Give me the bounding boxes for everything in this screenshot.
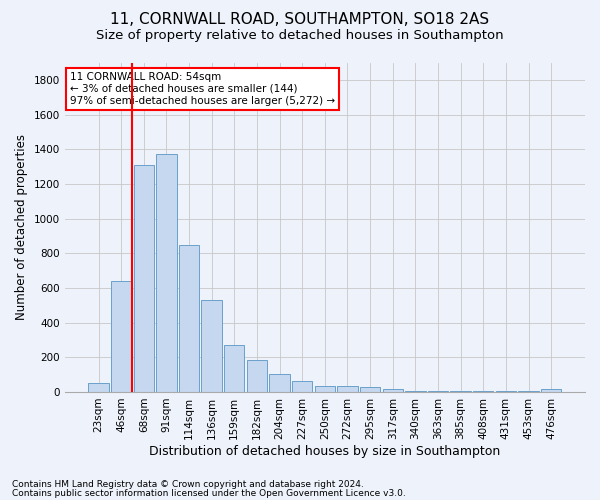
Bar [247, 360, 267, 392]
Bar [134, 165, 154, 392]
Bar [541, 390, 562, 392]
Bar [111, 281, 131, 392]
Bar [383, 390, 403, 392]
Text: Contains HM Land Registry data © Crown copyright and database right 2024.: Contains HM Land Registry data © Crown c… [12, 480, 364, 489]
Bar [451, 391, 471, 392]
Bar [202, 300, 222, 392]
Bar [473, 391, 493, 392]
Text: Contains public sector information licensed under the Open Government Licence v3: Contains public sector information licen… [12, 489, 406, 498]
Bar [88, 384, 109, 392]
Text: 11, CORNWALL ROAD, SOUTHAMPTON, SO18 2AS: 11, CORNWALL ROAD, SOUTHAMPTON, SO18 2AS [110, 12, 490, 28]
Bar [314, 386, 335, 392]
X-axis label: Distribution of detached houses by size in Southampton: Distribution of detached houses by size … [149, 444, 500, 458]
Bar [337, 386, 358, 392]
Bar [292, 381, 313, 392]
Bar [405, 391, 425, 392]
Bar [179, 246, 199, 392]
Y-axis label: Number of detached properties: Number of detached properties [15, 134, 28, 320]
Bar [269, 374, 290, 392]
Bar [518, 391, 539, 392]
Bar [360, 387, 380, 392]
Bar [496, 391, 516, 392]
Bar [224, 345, 244, 392]
Bar [156, 154, 176, 392]
Text: Size of property relative to detached houses in Southampton: Size of property relative to detached ho… [96, 29, 504, 42]
Bar [428, 391, 448, 392]
Text: 11 CORNWALL ROAD: 54sqm
← 3% of detached houses are smaller (144)
97% of semi-de: 11 CORNWALL ROAD: 54sqm ← 3% of detached… [70, 72, 335, 106]
